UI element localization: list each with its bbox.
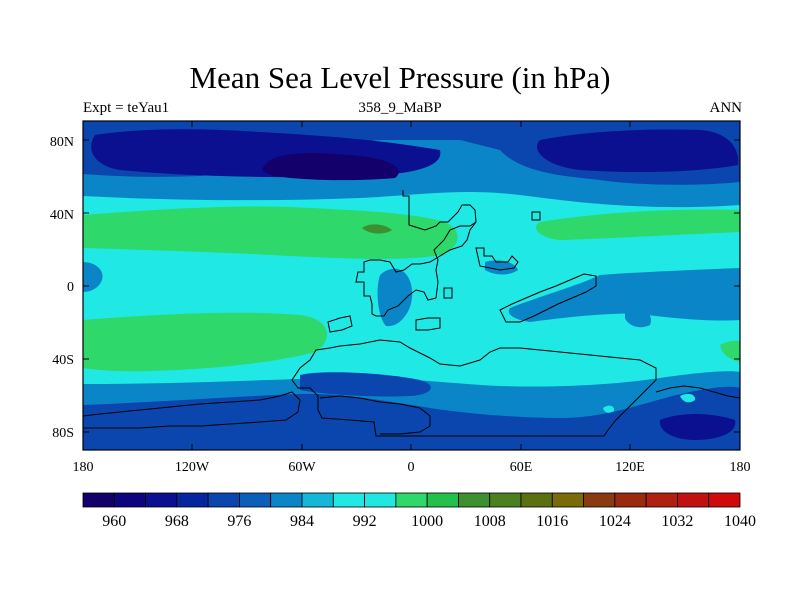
field-north-1016: [362, 224, 392, 234]
colorbar-swatch: [677, 492, 710, 508]
colorbar-label: 976: [227, 513, 251, 530]
colorbar-swatch: [520, 492, 553, 508]
field-eq-992-c: [83, 262, 103, 292]
colorbar-label: 968: [165, 513, 189, 530]
lat-label-80n: 80N: [50, 135, 74, 150]
lon-label-120w: 120W: [175, 460, 210, 475]
colorbar-swatch: [364, 492, 397, 508]
field-south-976: [659, 414, 736, 440]
colorbar-swatch: [301, 492, 334, 508]
colorbar-swatch: [82, 492, 115, 508]
colorbar-swatch: [332, 492, 365, 508]
colorbar-swatch: [551, 492, 584, 508]
colorbar-label: 960: [102, 513, 126, 530]
pressure-field: [83, 121, 740, 450]
colorbar-label: 1016: [536, 513, 568, 530]
colorbar-swatch: [395, 492, 428, 508]
colorbar-label: 1008: [474, 513, 506, 530]
lat-label-80s: 80S: [52, 426, 74, 441]
colorbar-labels: 960 968 976 984 992 1000 1008 1016 1024 1032 1040: [102, 513, 756, 530]
lon-label-120e: 120E: [615, 460, 645, 475]
colorbar-swatch: [207, 492, 240, 508]
colorbar-label: 1000: [411, 513, 443, 530]
ticks: [82, 121, 741, 450]
colorbar-label: 1040: [724, 513, 756, 530]
lat-label-0: 0: [67, 280, 74, 295]
colorbar-swatch: [176, 492, 209, 508]
coast-east-arc: [499, 273, 597, 323]
field-south-984-cell: [300, 372, 431, 397]
field-eq-992-e: [625, 308, 651, 328]
lon-label-180e: 180: [730, 460, 751, 475]
coast-island-a: [443, 287, 453, 299]
colorbar-swatch: [270, 492, 303, 508]
coast-inlet-b: [415, 317, 441, 331]
colorbar-swatch: [239, 492, 272, 508]
lon-label-180w: 180: [73, 460, 94, 475]
field-eq-992-d: [485, 260, 518, 275]
colorbar-swatch: [426, 492, 459, 508]
field-south-1008-east: [720, 340, 740, 362]
map-title: Mean Sea Level Pressure (in hPa): [189, 60, 611, 95]
colorbar-swatch: [113, 492, 146, 508]
colorbar-label: 992: [353, 513, 377, 530]
lon-label-60w: 60W: [288, 460, 316, 475]
colorbar-swatch: [614, 492, 647, 508]
field-south-984: [83, 386, 740, 450]
lat-label-40s: 40S: [52, 353, 74, 368]
colorbar-swatch: [489, 492, 522, 508]
colorbar-swatch: [458, 492, 491, 508]
coast-southern-continent: [291, 339, 657, 437]
coast-south-ice: [319, 395, 431, 435]
period-label: 358_9_MaBP: [358, 100, 442, 116]
experiment-label: Expt = teYau1: [83, 100, 170, 116]
field-eq-992-b: [508, 268, 740, 322]
coast-island-b: [475, 247, 519, 271]
colorbar-label: 1024: [599, 513, 631, 530]
coast-southern-west: [83, 391, 301, 429]
lon-label-60e: 60E: [510, 460, 533, 475]
field-north-1008-east: [536, 209, 740, 240]
coast-northern-continent: [355, 190, 477, 317]
colorbar-swatch: [645, 492, 678, 508]
coast-south-east: [655, 385, 740, 399]
field-south-1000-pocket-b: [603, 405, 615, 413]
coast-island-c: [531, 211, 541, 221]
colorbar: [82, 492, 741, 508]
field-south-1008: [83, 312, 327, 372]
field-north-976-east: [536, 129, 739, 173]
colorbar-label: 1032: [661, 513, 693, 530]
colorbar-swatch: [145, 492, 178, 508]
lon-label-0: 0: [408, 460, 415, 475]
lat-label-40n: 40N: [50, 208, 74, 223]
colorbar-label: 984: [290, 513, 314, 530]
field-south-1000-pocket: [680, 393, 696, 403]
axis-labels: 80N 40N 0 40S 80S 180 120W 60W 0 60E 120…: [50, 135, 751, 475]
season-label: ANN: [709, 100, 743, 116]
field-north-1008-west: [83, 206, 458, 259]
colorbar-swatch: [708, 492, 741, 508]
field-north-968: [262, 153, 399, 181]
colorbar-swatch: [583, 492, 616, 508]
coastlines: [83, 190, 740, 437]
coast-inlet-a: [327, 315, 353, 333]
